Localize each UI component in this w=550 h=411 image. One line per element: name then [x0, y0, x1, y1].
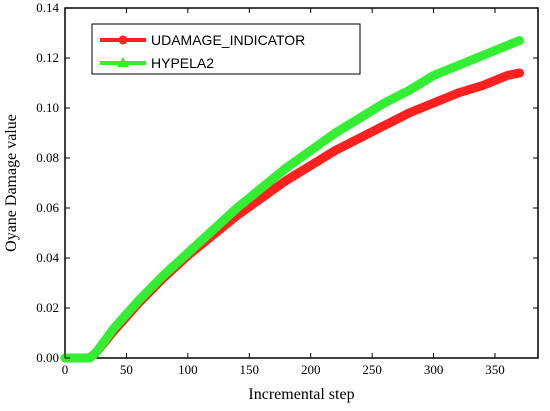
data-point: [432, 74, 436, 77]
data-point: [481, 84, 485, 87]
legend-label-udamage: UDAMAGE_INDICATOR: [151, 32, 305, 48]
data-point: [407, 89, 411, 92]
x-tick-label: 250: [362, 362, 382, 377]
data-point: [284, 166, 288, 170]
x-tick-label: 0: [62, 362, 69, 377]
y-tick-label: 0.06: [36, 200, 59, 215]
data-point: [333, 131, 337, 135]
data-point: [260, 186, 264, 190]
x-tick-label: 350: [485, 362, 505, 377]
legend-circle-marker-icon: [118, 35, 128, 45]
data-point: [161, 274, 165, 277]
plot-area: [64, 7, 539, 359]
data-point: [309, 164, 313, 167]
data-point: [456, 64, 460, 67]
data-point: [505, 74, 509, 77]
y-axis: 0.00 0.02 0.04 0.06 0.08 0.10 0.12 0.14: [36, 0, 538, 365]
x-tick-label: 300: [424, 362, 444, 377]
data-point: [309, 149, 313, 152]
data-point: [505, 44, 509, 47]
data-point: [260, 196, 264, 200]
data-point: [518, 39, 522, 42]
data-point: [382, 124, 386, 127]
data-point: [432, 101, 436, 105]
x-axis-title: Incremental step: [248, 386, 354, 403]
x-tick-label: 100: [178, 362, 198, 377]
data-point: [186, 251, 190, 255]
x-tick-label: 150: [240, 362, 260, 377]
data-point: [88, 356, 92, 360]
y-tick-label: 0.10: [36, 100, 59, 115]
y-tick-label: 0.14: [36, 0, 59, 15]
legend-triangle-marker-icon: [117, 57, 129, 67]
y-axis-title: Oyane Damage value: [3, 114, 20, 252]
data-point: [358, 136, 362, 140]
y-tick-label: 0.02: [36, 300, 59, 315]
data-point: [94, 351, 98, 355]
legend-item-hypela2: HYPELA2: [100, 55, 214, 71]
x-tick-label: 50: [120, 362, 133, 377]
legend-box: [91, 23, 361, 75]
data-point: [333, 149, 337, 152]
series-line-hypela2: [60, 36, 525, 363]
legend-label-hypela2: HYPELA2: [151, 55, 214, 71]
data-point: [518, 71, 522, 75]
y-tick-label: 0.08: [36, 150, 59, 165]
data-point: [235, 206, 239, 210]
data-point: [284, 179, 288, 182]
data-point: [456, 91, 460, 95]
plot-frame: [64, 7, 539, 359]
x-axis: 0 50 100 150 200 250 300 350: [62, 8, 505, 377]
x-tick-label: 200: [301, 362, 321, 377]
data-point: [210, 229, 214, 232]
legend: UDAMAGE_INDICATOR HYPELA2: [91, 23, 361, 75]
y-tick-label: 0.00: [36, 350, 59, 365]
y-tick-label: 0.04: [36, 250, 59, 265]
data-point: [382, 101, 386, 105]
data-point: [137, 299, 141, 302]
data-point: [358, 116, 362, 120]
series-layer: [60, 36, 525, 363]
data-point: [112, 326, 116, 330]
y-tick-label: 0.12: [36, 50, 59, 65]
data-point: [481, 54, 485, 57]
data-point: [407, 111, 411, 115]
series-line-udamage: [60, 68, 525, 363]
legend-item-udamage: UDAMAGE_INDICATOR: [100, 32, 305, 48]
